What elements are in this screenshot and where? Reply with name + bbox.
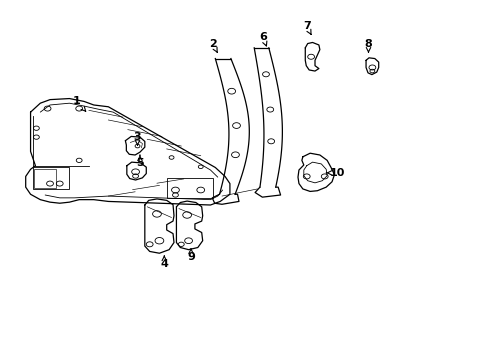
Text: 10: 10 xyxy=(325,168,344,178)
Bar xyxy=(166,178,212,198)
Text: 5: 5 xyxy=(136,155,143,168)
Bar xyxy=(34,169,56,188)
Text: 2: 2 xyxy=(208,39,217,52)
Text: 9: 9 xyxy=(187,249,195,262)
Text: 8: 8 xyxy=(364,39,371,52)
Text: 4: 4 xyxy=(160,256,168,269)
Text: 3: 3 xyxy=(133,132,141,145)
Bar xyxy=(33,167,69,189)
Text: 7: 7 xyxy=(302,21,310,35)
Text: 6: 6 xyxy=(259,32,266,46)
Text: 1: 1 xyxy=(73,96,85,111)
